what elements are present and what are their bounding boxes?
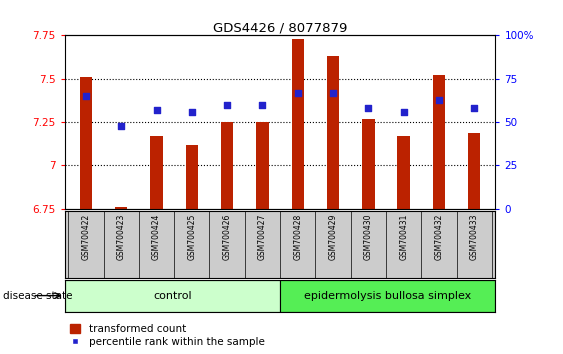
Bar: [292, 39, 304, 209]
Text: GSM700427: GSM700427: [258, 214, 267, 261]
Bar: [80, 77, 92, 209]
Text: disease state: disease state: [3, 291, 72, 301]
Bar: [65, 280, 280, 312]
Bar: [468, 132, 480, 209]
Point: [364, 105, 373, 111]
Point: [258, 102, 267, 108]
Text: GSM700423: GSM700423: [117, 214, 126, 261]
Text: GSM700433: GSM700433: [470, 214, 479, 261]
Legend: transformed count, percentile rank within the sample: transformed count, percentile rank withi…: [70, 324, 265, 347]
Bar: [115, 207, 127, 209]
Text: GSM700429: GSM700429: [329, 214, 338, 261]
Bar: [433, 75, 445, 209]
Text: GSM700422: GSM700422: [82, 214, 91, 260]
Bar: [280, 280, 495, 312]
Point: [117, 123, 126, 129]
Text: epidermolysis bullosa simplex: epidermolysis bullosa simplex: [304, 291, 471, 301]
Point: [187, 109, 196, 115]
Point: [222, 102, 231, 108]
Text: GSM700431: GSM700431: [399, 214, 408, 261]
Text: control: control: [153, 291, 192, 301]
Point: [470, 105, 479, 111]
Text: GSM700432: GSM700432: [435, 214, 444, 261]
Bar: [186, 145, 198, 209]
Bar: [362, 119, 374, 209]
Bar: [327, 56, 339, 209]
Text: GSM700425: GSM700425: [187, 214, 196, 261]
Bar: [150, 136, 163, 209]
Text: GSM700426: GSM700426: [222, 214, 231, 261]
Text: GSM700428: GSM700428: [293, 214, 302, 260]
Text: GSM700430: GSM700430: [364, 214, 373, 261]
Text: GSM700424: GSM700424: [152, 214, 161, 261]
Point: [329, 90, 338, 96]
Point: [293, 90, 302, 96]
Bar: [256, 122, 269, 209]
Bar: [221, 122, 233, 209]
Bar: [397, 136, 410, 209]
Point: [435, 97, 444, 102]
Point: [82, 93, 91, 99]
Title: GDS4426 / 8077879: GDS4426 / 8077879: [213, 21, 347, 34]
Point: [399, 109, 408, 115]
Point: [152, 107, 161, 113]
